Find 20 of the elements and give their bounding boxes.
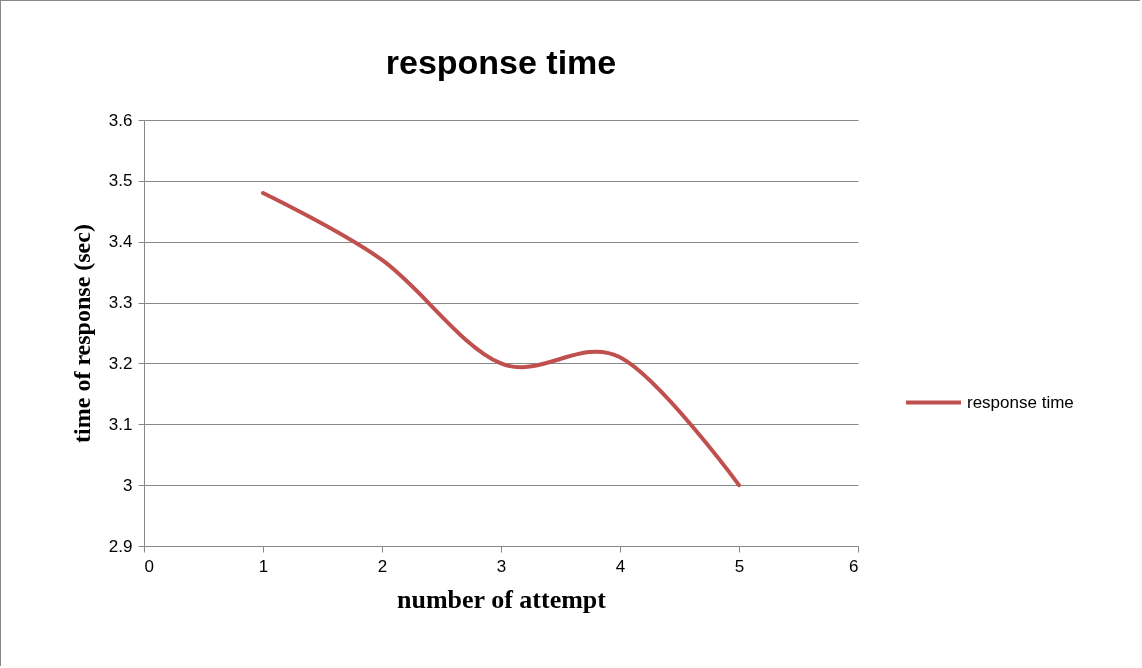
- x-tick-label: 2: [377, 556, 388, 576]
- legend-label: response time: [967, 392, 1074, 412]
- x-axis-title: number of attempt: [397, 584, 607, 614]
- chart-title: response time: [385, 43, 617, 81]
- x-tick-label: 0: [144, 556, 154, 576]
- x-tick-label: 6: [849, 556, 859, 576]
- y-tick-label: 3: [123, 475, 133, 495]
- y-tick-label: 3.6: [108, 110, 133, 130]
- x-tick-label: 4: [615, 556, 626, 576]
- line-series: [261, 191, 741, 488]
- y-tick-label: 3.2: [108, 353, 133, 373]
- y-tick-label: 2.9: [108, 536, 133, 556]
- y-tick-label: 3.3: [108, 293, 133, 313]
- y-axis-title: time of response (sec): [68, 224, 95, 443]
- x-tick-label: 3: [496, 556, 507, 576]
- y-tick-label: 3.5: [108, 171, 133, 191]
- y-tick-label: 3.1: [108, 414, 133, 434]
- x-tick-label: 5: [734, 556, 745, 576]
- y-tick-label: 3.4: [108, 232, 133, 252]
- x-tick-label: 1: [258, 556, 269, 576]
